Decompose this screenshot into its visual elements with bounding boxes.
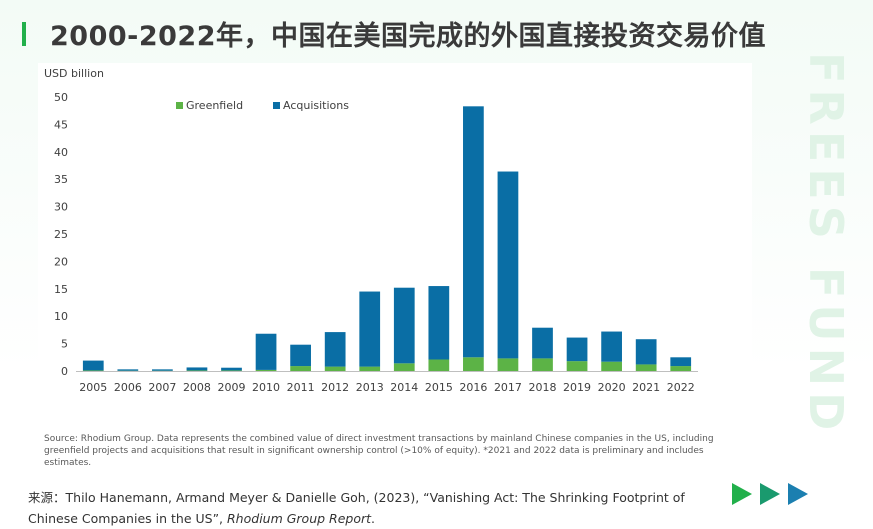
x-tick-label: 2008 [183,381,211,394]
y-axis-label: USD billion [44,67,104,80]
x-tick-label: 2013 [356,381,384,394]
chart-source-note: Source: Rhodium Group. Data represents t… [44,434,714,468]
bar-acquisitions-2005 [82,360,104,371]
y-tick-label: 45 [54,118,68,131]
bar-acquisitions-2012 [324,332,346,367]
next-arrows-icon[interactable] [730,482,812,508]
x-tick-label: 2006 [114,381,142,394]
chart-panel: USD billion 0 5 10 15 20 25 30 35 40 45 50 2005 2006 2… [38,63,752,471]
bar-acquisitions-2022 [670,357,692,367]
bar-acquisitions-2018 [532,327,553,359]
bar-acquisitions-2009 [221,367,242,371]
bar-greenfield-2021 [635,364,657,371]
y-tick-label: 50 [54,91,68,104]
bar-greenfield-2009 [221,370,242,371]
x-tick-label: 2014 [390,381,418,394]
x-tick-label: 2016 [459,381,487,394]
bar-greenfield-2012 [324,366,346,371]
y-tick-label: 20 [54,255,68,268]
bar-chart: USD billion 0 5 10 15 20 25 30 35 40 45 50 2005 2006 2… [44,67,698,394]
x-tick-label: 2012 [321,381,349,394]
citation: 来源：Thilo Hanemann, Armand Meyer & Daniel… [28,487,718,529]
bar-acquisitions-2007 [152,369,173,371]
bar-greenfield-2022 [670,366,692,371]
bar-acquisitions-2016 [463,106,484,358]
bar-acquisitions-2020 [601,331,622,362]
arrow-icon-3 [788,483,808,505]
citation-main: Thilo Hanemann, Armand Meyer & Danielle … [28,490,685,526]
bar-greenfield-2018 [532,358,553,371]
x-tick-label: 2011 [287,381,315,394]
bar-acquisitions-2014 [393,287,415,364]
bar-acquisitions-2019 [566,337,588,362]
y-tick-label: 35 [54,173,68,186]
x-tick-label: 2010 [252,381,280,394]
bar-acquisitions-2011 [290,344,311,367]
bar-acquisitions-2010 [255,333,277,370]
legend-label-acquisitions: Acquisitions [283,99,349,112]
bar-acquisitions-2013 [359,291,381,367]
x-tick-label: 2007 [148,381,176,394]
legend-swatch-acquisitions [273,102,280,109]
x-tick-label: 2021 [632,381,660,394]
bar-greenfield-2011 [290,366,311,371]
x-tick-label: 2018 [529,381,557,394]
citation-report: Rhodium Group Report [227,511,372,526]
y-tick-label: 0 [61,365,68,378]
bar-greenfield-2020 [601,361,622,371]
bar-greenfield-2015 [428,359,450,371]
y-tick-label: 40 [54,146,68,159]
watermark-logo: FREES FUND [799,52,853,437]
bar-acquisitions-2017 [497,171,519,359]
bar-greenfield-2005 [82,370,104,371]
citation-prefix: 来源： [28,490,66,505]
title-accent-bar [22,22,26,46]
arrow-icon-2 [760,483,780,505]
citation-end: . [371,511,376,526]
page-title: 2000-2022年，中国在美国完成的外国直接投资交易价值 [50,21,766,52]
x-tick-label: 2015 [425,381,453,394]
bar-greenfield-2008 [186,370,208,371]
bar-greenfield-2013 [359,366,381,371]
legend-swatch-greenfield [176,102,183,109]
y-tick-label: 5 [61,338,68,351]
bar-acquisitions-2006 [117,369,139,371]
bar-greenfield-2019 [566,361,588,371]
x-tick-label: 2020 [598,381,626,394]
y-tick-label: 25 [54,228,68,241]
bar-acquisitions-2015 [428,286,450,360]
bar-greenfield-2016 [463,357,484,371]
legend-label-greenfield: Greenfield [186,99,243,112]
arrow-icon-1 [732,483,752,505]
y-tick-label: 10 [54,310,68,323]
bar-greenfield-2017 [497,358,519,371]
bar-greenfield-2010 [255,369,277,371]
x-tick-label: 2009 [218,381,246,394]
bar-greenfield-2014 [393,363,415,371]
y-tick-label: 15 [54,283,68,296]
bar-acquisitions-2021 [635,339,657,365]
bar-acquisitions-2008 [186,367,208,371]
x-tick-label: 2019 [563,381,591,394]
x-tick-label: 2017 [494,381,522,394]
x-tick-label: 2005 [79,381,107,394]
y-tick-label: 30 [54,201,68,214]
x-tick-label: 2022 [667,381,695,394]
